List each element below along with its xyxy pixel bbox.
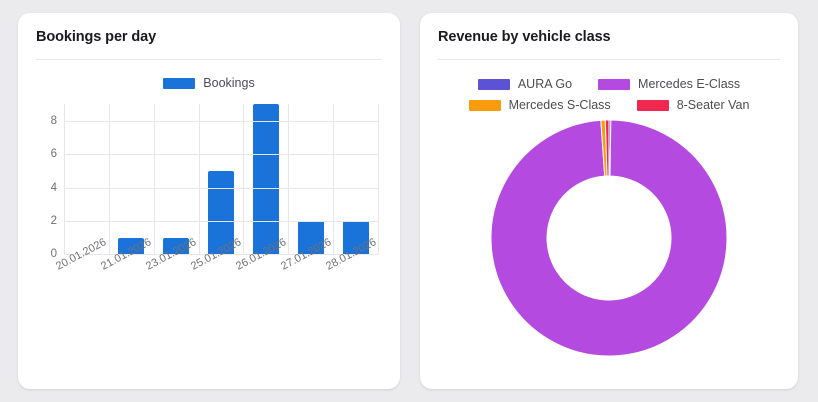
bar-chart-x-axis: 20.01.2026 21.01.2026 23.01.2026 25.01.2026… xyxy=(54,237,378,308)
y-axis-tick-label: 6 xyxy=(50,148,57,161)
gridline-vertical xyxy=(243,104,245,255)
y-axis-tick-label: 4 xyxy=(50,181,57,194)
donut-legend-item[interactable]: Mercedes E-Class xyxy=(598,77,740,91)
gridline-vertical xyxy=(153,104,155,255)
bar[interactable] xyxy=(252,104,279,255)
bar-slot xyxy=(288,104,333,255)
bar-series xyxy=(64,104,378,255)
donut-slice[interactable]: Mercedes E-Class xyxy=(490,119,728,357)
donut-legend-item[interactable]: AURA Go xyxy=(477,77,573,92)
bookings-per-day-card: Bookings per day Bookings 0 2 4 6 8 20.01.20… xyxy=(18,13,400,389)
y-axis-tick-label: 8 xyxy=(50,115,57,128)
bar-slot xyxy=(154,104,199,255)
bar-chart-plot-area: 0 2 4 6 8 xyxy=(51,104,379,260)
bar-slot xyxy=(64,104,109,254)
bar-slot xyxy=(333,104,378,255)
bar[interactable] xyxy=(297,221,324,255)
bar-slot xyxy=(199,104,244,255)
bar[interactable] xyxy=(342,221,369,255)
gridline xyxy=(64,254,378,256)
gridline-vertical xyxy=(198,104,200,255)
donut-chart-legend: AURA Go Mercedes E-Class Mercedes S-Class 8… xyxy=(438,66,780,112)
bar-chart-legend: Bookings xyxy=(36,66,382,90)
gridline xyxy=(64,121,378,123)
gridline xyxy=(64,154,378,156)
gridline-vertical xyxy=(378,104,379,255)
y-axis-tick-label: 2 xyxy=(50,215,57,228)
bar-slot xyxy=(109,104,154,255)
legend-label: Bookings xyxy=(203,76,255,91)
gridline xyxy=(64,221,378,223)
legend-label: 8-Seater Van xyxy=(676,98,750,113)
legend-swatch-icon xyxy=(477,78,510,90)
donut-slice[interactable]: 8-Seater Van xyxy=(604,119,610,177)
bar[interactable] xyxy=(208,171,235,255)
bar-chart: 0 2 4 6 8 20.01.2026 21.01.2026 23.01.2026 25.0… xyxy=(36,98,382,377)
bar[interactable] xyxy=(163,237,190,255)
gridline xyxy=(64,187,378,189)
y-axis-tick-label: 0 xyxy=(50,248,57,261)
page-title-bookings: Bookings per day xyxy=(36,29,157,45)
gridline-vertical xyxy=(64,104,65,255)
gridline-vertical xyxy=(333,104,335,255)
legend-swatch-icon xyxy=(636,99,669,111)
page-title-revenue: Revenue by vehicle class xyxy=(438,29,611,45)
revenue-chart-body: AURA Go Mercedes E-Class Mercedes S-Class 8… xyxy=(438,66,780,377)
donut-legend-item[interactable]: Mercedes S-Class xyxy=(468,98,611,113)
card-divider xyxy=(36,59,382,61)
revenue-by-vehicle-class-card: Revenue by vehicle class AURA Go Mercedes… xyxy=(420,13,798,389)
gridline-vertical xyxy=(288,104,290,255)
bar[interactable] xyxy=(118,237,145,255)
bar-slot xyxy=(243,104,288,255)
legend-label: AURA Go xyxy=(517,77,573,92)
donut-legend-item[interactable]: 8-Seater Van xyxy=(636,98,750,113)
bookings-chart-body: Bookings 0 2 4 6 8 20.01.2026 21.01.2026 23.01… xyxy=(36,66,382,377)
legend-label: Mercedes E-Class xyxy=(638,77,741,92)
legend-label: Mercedes S-Class xyxy=(508,98,611,113)
x-axis-tick: 28.01.2026 xyxy=(324,237,378,308)
legend-swatch-icon xyxy=(598,78,631,90)
legend-swatch-icon xyxy=(468,99,501,111)
bar-legend-item[interactable]: Bookings xyxy=(163,76,255,91)
card-divider xyxy=(438,59,780,61)
legend-swatch-icon xyxy=(163,77,196,89)
gridline-vertical xyxy=(108,104,110,255)
